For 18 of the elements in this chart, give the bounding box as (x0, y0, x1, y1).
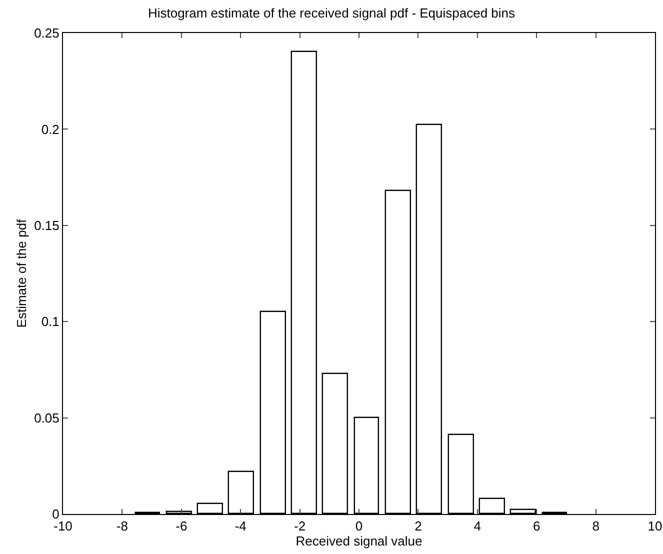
x-tick-label: -6 (176, 518, 188, 534)
x-tick-label: -4 (234, 518, 246, 534)
x-tick-label: -8 (116, 518, 128, 534)
chart-title: Histogram estimate of the received signal pdf - Equispaced bins (148, 5, 516, 20)
y-tick-label: 0.05 (34, 410, 60, 426)
x-tick-label: 10 (648, 518, 662, 534)
y-tick-label: 0.1 (41, 314, 60, 330)
x-tick-label: 4 (474, 518, 482, 534)
x-tick-label: -2 (294, 518, 306, 534)
x-tick-label: 2 (414, 518, 422, 534)
x-tick-label: 0 (355, 518, 363, 534)
y-tick-label: 0.15 (34, 218, 60, 233)
x-tick-label: 6 (532, 518, 540, 534)
y-axis-title: Estimate of the pdf (14, 218, 30, 328)
x-tick-label: 8 (592, 518, 600, 534)
x-axis-title: Received signal value (296, 534, 422, 549)
y-tick-label: 0.2 (41, 122, 60, 137)
y-tick-label: 0.25 (34, 26, 60, 41)
